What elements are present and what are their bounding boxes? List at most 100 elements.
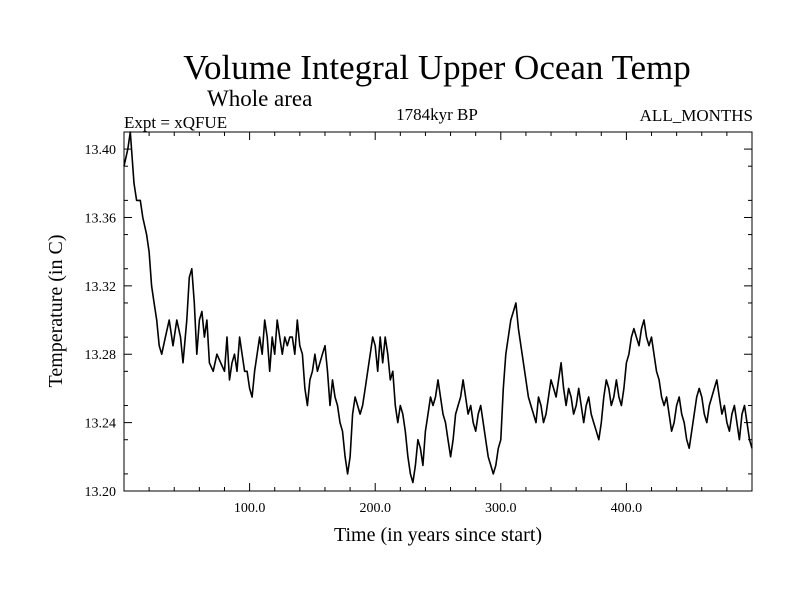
data-point (387, 353, 389, 355)
data-point (696, 396, 698, 398)
data-point (435, 396, 437, 398)
data-point (713, 387, 715, 389)
data-point (482, 422, 484, 424)
data-point (226, 336, 228, 338)
data-point (555, 396, 557, 398)
data-point (658, 379, 660, 381)
data-point (397, 422, 399, 424)
data-point (208, 362, 210, 364)
data-point (676, 405, 678, 407)
data-points (123, 131, 753, 484)
data-point (329, 405, 331, 407)
data-point (274, 353, 276, 355)
data-point (419, 447, 421, 449)
data-point (306, 405, 308, 407)
data-point (455, 413, 457, 415)
data-point (716, 379, 718, 381)
data-point (749, 439, 751, 441)
data-point (369, 353, 371, 355)
data-point (522, 362, 524, 364)
y-axis-label: Temperature (in C) (45, 235, 67, 388)
data-point (269, 370, 271, 372)
data-point (212, 370, 214, 372)
data-point (530, 405, 532, 407)
data-point (384, 336, 386, 338)
data-point (711, 396, 713, 398)
data-point (180, 336, 182, 338)
data-point (512, 311, 514, 313)
data-point (751, 447, 753, 449)
data-point (477, 413, 479, 415)
data-point (538, 396, 540, 398)
data-point (251, 396, 253, 398)
data-point (527, 396, 529, 398)
data-point (321, 353, 323, 355)
data-point (630, 336, 632, 338)
data-point (708, 405, 710, 407)
data-point (142, 217, 144, 219)
data-point (264, 319, 266, 321)
data-point (701, 396, 703, 398)
data-point (266, 336, 268, 338)
data-point (424, 430, 426, 432)
data-point (377, 370, 379, 372)
data-point (229, 379, 231, 381)
data-point (224, 370, 226, 372)
data-point (641, 328, 643, 330)
data-point (721, 413, 723, 415)
data-point (437, 379, 439, 381)
data-point (580, 405, 582, 407)
data-point (550, 379, 552, 381)
data-point (744, 405, 746, 407)
data-point (334, 396, 336, 398)
data-point (430, 396, 432, 398)
data-point (332, 379, 334, 381)
data-point (462, 379, 464, 381)
data-point (736, 422, 738, 424)
data-point (467, 413, 469, 415)
data-point (191, 268, 193, 270)
data-point (349, 456, 351, 458)
data-point (148, 251, 150, 253)
data-point (656, 370, 658, 372)
data-point (605, 379, 607, 381)
data-point (450, 456, 452, 458)
x-tick-label: 200.0 (359, 501, 391, 516)
data-point (394, 405, 396, 407)
data-point (517, 328, 519, 330)
data-point (409, 473, 411, 475)
data-point (347, 473, 349, 475)
data-point (198, 319, 200, 321)
data-point (294, 353, 296, 355)
data-point (151, 285, 153, 287)
data-point (746, 422, 748, 424)
data-point (683, 422, 685, 424)
data-point (578, 387, 580, 389)
data-point (316, 370, 318, 372)
y-tick-label: 13.36 (85, 211, 117, 226)
data-point (440, 396, 442, 398)
data-point (575, 405, 577, 407)
data-point (123, 165, 125, 167)
data-point (663, 405, 665, 407)
data-point (510, 319, 512, 321)
x-tick-label: 400.0 (611, 501, 643, 516)
y-tick-label: 13.24 (85, 417, 117, 432)
data-point (324, 345, 326, 347)
data-point (693, 413, 695, 415)
data-point (625, 362, 627, 364)
data-point (342, 430, 344, 432)
data-point (246, 370, 248, 372)
data-point (608, 387, 610, 389)
data-point (289, 336, 291, 338)
data-point (319, 362, 321, 364)
data-point (570, 396, 572, 398)
data-point (172, 345, 174, 347)
chart-title: Volume Integral Upper Ocean Temp (183, 48, 691, 87)
data-point (133, 182, 135, 184)
season-label: ALL_MONTHS (639, 106, 753, 125)
data-point (741, 413, 743, 415)
data-point (540, 405, 542, 407)
data-point (339, 422, 341, 424)
data-point (520, 345, 522, 347)
